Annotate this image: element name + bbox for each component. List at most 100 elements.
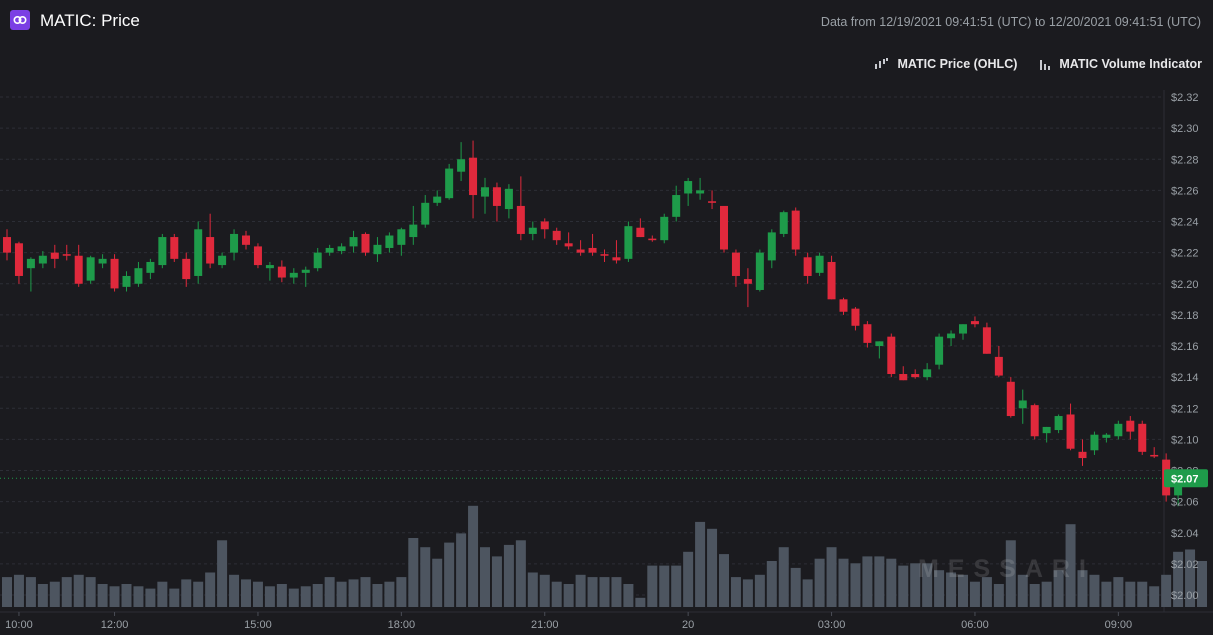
candle <box>636 218 645 238</box>
volume-bar <box>922 563 933 607</box>
candle <box>325 244 334 256</box>
polygon-matic-logo-icon <box>10 10 30 30</box>
candle <box>552 227 561 245</box>
candle <box>899 366 908 381</box>
volume-bar <box>802 579 813 607</box>
candle <box>648 235 657 242</box>
volume-bar <box>1077 570 1088 607</box>
candle <box>74 244 83 287</box>
y-tick-label: $2.26 <box>1171 185 1199 197</box>
volume-bar <box>264 586 275 607</box>
candle <box>911 369 920 379</box>
volume-bar <box>37 584 48 607</box>
volume-bar <box>300 586 311 607</box>
candle <box>875 341 884 359</box>
volume-bar <box>491 556 502 607</box>
volume-bar <box>241 579 251 607</box>
candle <box>923 363 932 381</box>
y-tick-label: $2.12 <box>1171 403 1199 415</box>
chart-title: MATIC: Price <box>40 11 140 30</box>
candle <box>289 268 298 284</box>
volume-bar <box>61 577 72 607</box>
volume-bar <box>1185 549 1196 607</box>
date-range-text: Data from 12/19/2021 09:41:51 (UTC) to 1… <box>820 15 1201 29</box>
volume-bar <box>312 584 323 607</box>
candle <box>385 232 394 253</box>
volume-bar <box>611 577 622 607</box>
volume-bar <box>754 574 765 607</box>
candle <box>1150 447 1159 459</box>
volume-bar <box>1089 574 1100 607</box>
current-price-label: $2.07 <box>1171 473 1199 485</box>
volume-bar <box>838 558 849 607</box>
volume-bar <box>910 563 921 607</box>
volume-bar <box>217 540 228 607</box>
chart-header: MATIC: Price Data from 12/19/2021 09:41:… <box>0 0 1213 42</box>
candle <box>409 205 418 245</box>
candle <box>516 176 525 241</box>
volume-bar <box>109 586 120 607</box>
candle <box>134 261 143 287</box>
legend-item-volume[interactable]: MATIC Volume Indicator <box>1039 57 1202 71</box>
candle <box>528 221 537 241</box>
candlestick-icon <box>875 58 889 69</box>
y-tick-label: $2.16 <box>1171 341 1199 353</box>
y-tick-label: $2.00 <box>1171 590 1199 602</box>
volume-bar <box>958 574 968 607</box>
candle <box>26 257 35 292</box>
volume-bar <box>969 581 980 607</box>
candle <box>50 244 59 269</box>
volume-bar <box>97 584 108 607</box>
y-tick-label: $2.30 <box>1171 123 1199 135</box>
candle <box>421 195 430 228</box>
x-tick-label: 09:00 <box>1105 619 1133 631</box>
candle <box>839 297 848 315</box>
volume-bar <box>396 577 407 607</box>
candle <box>959 324 967 340</box>
volume-bar <box>420 547 431 607</box>
volume-bar <box>157 581 168 607</box>
candle <box>970 316 979 328</box>
volume-bar <box>360 577 371 607</box>
volume-bar <box>647 565 658 607</box>
volume-bar <box>49 581 60 607</box>
y-tick-label: $2.14 <box>1171 372 1199 384</box>
candle <box>791 207 800 256</box>
candle <box>3 229 11 261</box>
volume-bar <box>408 538 419 607</box>
candle <box>815 252 824 276</box>
candle <box>38 251 47 269</box>
legend-item-price[interactable]: MATIC Price (OHLC) <box>874 57 1017 71</box>
candle <box>755 249 764 292</box>
volume-bar <box>635 597 646 607</box>
volume-bar <box>719 554 729 607</box>
chart-legend: MATIC Price (OHLC) MATIC Volume Indicato… <box>874 57 1202 71</box>
candle <box>469 140 478 219</box>
x-tick-label: 10:00 <box>5 619 33 631</box>
candle <box>62 244 71 261</box>
x-tick-label: 12:00 <box>101 619 129 631</box>
candle <box>887 333 896 378</box>
volume-bar <box>934 570 945 607</box>
candle <box>373 237 382 262</box>
volume-bar <box>527 572 538 607</box>
x-tick-label: 20 <box>682 619 694 631</box>
volume-bar <box>25 577 36 607</box>
candle <box>14 241 23 284</box>
volume-bar <box>1161 574 1172 607</box>
candle <box>397 227 406 256</box>
candle <box>1066 403 1075 451</box>
volume-bar <box>1017 574 1028 607</box>
volume-bar <box>551 581 562 607</box>
volume-bar <box>695 521 706 607</box>
volume-bar <box>324 577 335 607</box>
candle <box>481 177 489 214</box>
candle <box>433 190 442 206</box>
volume-bar <box>671 565 682 607</box>
volume-bar <box>1137 581 1148 607</box>
y-tick-label: $2.10 <box>1171 434 1199 446</box>
candle <box>349 230 358 253</box>
x-tick-label: 18:00 <box>388 619 416 631</box>
volume-bar <box>480 547 490 607</box>
